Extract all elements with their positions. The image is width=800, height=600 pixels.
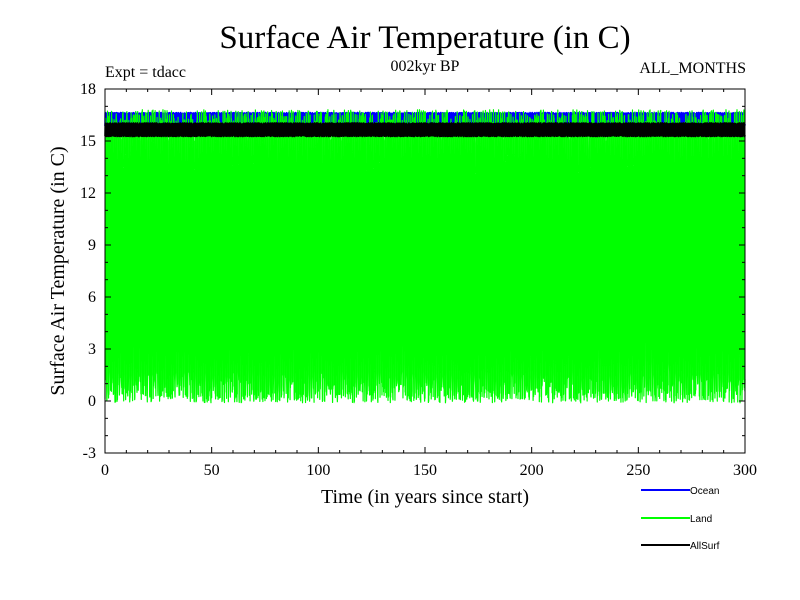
- y-axis-label: Surface Air Temperature (in C): [47, 146, 69, 395]
- experiment-label: Expt = tdacc: [105, 64, 186, 81]
- legend: Ocean Land AllSurf: [641, 486, 720, 552]
- y-tick-label: 15: [80, 133, 96, 150]
- y-tick-label: 9: [88, 237, 96, 254]
- x-tick-label: 150: [413, 462, 437, 479]
- x-tick-label: 200: [520, 462, 544, 479]
- legend-label-land: Land: [690, 514, 712, 525]
- y-tick-label: 18: [80, 81, 96, 98]
- y-tick-label: 6: [88, 289, 96, 306]
- series-line-land: [104, 109, 746, 404]
- x-tick-label: 0: [101, 462, 109, 479]
- x-tick-label: 50: [204, 462, 220, 479]
- axis-ticks: -3 0 3 6 9 12 15 18 0 50 100 150 200 250 300: [80, 81, 757, 479]
- plot-area: [104, 109, 746, 404]
- chart-title: Surface Air Temperature (in C): [219, 20, 630, 56]
- y-tick-label: 0: [88, 393, 96, 410]
- months-label: ALL_MONTHS: [639, 60, 746, 77]
- y-tick-label: 3: [88, 341, 96, 358]
- x-tick-label: 100: [306, 462, 330, 479]
- x-tick-label: 300: [733, 462, 757, 479]
- period-label: 002kyr BP: [391, 58, 460, 75]
- y-tick-label: 12: [80, 185, 96, 202]
- legend-label-ocean: Ocean: [690, 486, 719, 497]
- y-tick-label: -3: [83, 445, 96, 462]
- legend-label-allsurf: AllSurf: [690, 541, 720, 552]
- x-tick-label: 250: [626, 462, 650, 479]
- series-line-allsurf: [104, 122, 746, 138]
- x-axis-label: Time (in years since start): [321, 486, 529, 508]
